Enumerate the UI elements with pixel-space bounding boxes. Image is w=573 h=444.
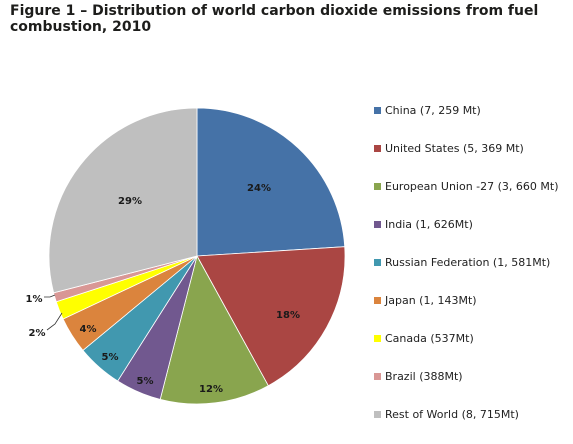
pie-slice-3 xyxy=(159,254,269,405)
chart-title: Figure 1 – Distribution of world carbon … xyxy=(10,3,539,35)
data-label-7: 2% xyxy=(29,328,46,339)
legend-swatch xyxy=(374,221,381,228)
legend-swatch xyxy=(374,183,381,190)
legend-label: China (7, 259 Mt) xyxy=(385,104,481,117)
legend-swatch xyxy=(374,297,381,304)
data-label-9: 29% xyxy=(118,196,142,207)
legend-swatch xyxy=(374,145,381,152)
legend-label: European Union -27 (3, 660 Mt) xyxy=(385,180,559,193)
legend-label: Brazil (388Mt) xyxy=(385,370,463,383)
legend-label: United States (5, 369 Mt) xyxy=(385,142,524,155)
data-label-2: 18% xyxy=(276,310,300,321)
leader-line-8 xyxy=(44,294,56,298)
legend-swatch xyxy=(374,335,381,342)
data-label-5: 5% xyxy=(102,352,119,363)
pie-slices xyxy=(48,107,346,405)
legend-label: Japan (1, 143Mt) xyxy=(385,294,477,307)
data-label-6: 4% xyxy=(80,324,97,335)
pie-slice-2 xyxy=(196,246,346,387)
data-label-4: 5% xyxy=(137,376,154,387)
leader-line-7 xyxy=(46,312,63,331)
legend-swatch xyxy=(374,373,381,380)
legend-swatch xyxy=(374,411,381,418)
data-labels: 24% 18% 12% 5% 5% 4% 2% 1% 29% xyxy=(26,183,300,395)
pie-slice-9 xyxy=(48,107,198,294)
pie-slice-1 xyxy=(196,107,346,257)
data-label-1: 24% xyxy=(247,183,271,194)
legend-label: Rest of World (8, 715Mt) xyxy=(385,408,519,421)
legend-label: Canada (537Mt) xyxy=(385,332,474,345)
legend-swatch xyxy=(374,259,381,266)
legend-label: Russian Federation (1, 581Mt) xyxy=(385,256,551,269)
data-label-8: 1% xyxy=(26,294,43,305)
legend-label: India (1, 626Mt) xyxy=(385,218,473,231)
legend-swatch xyxy=(374,107,381,114)
data-label-3: 12% xyxy=(199,384,223,395)
